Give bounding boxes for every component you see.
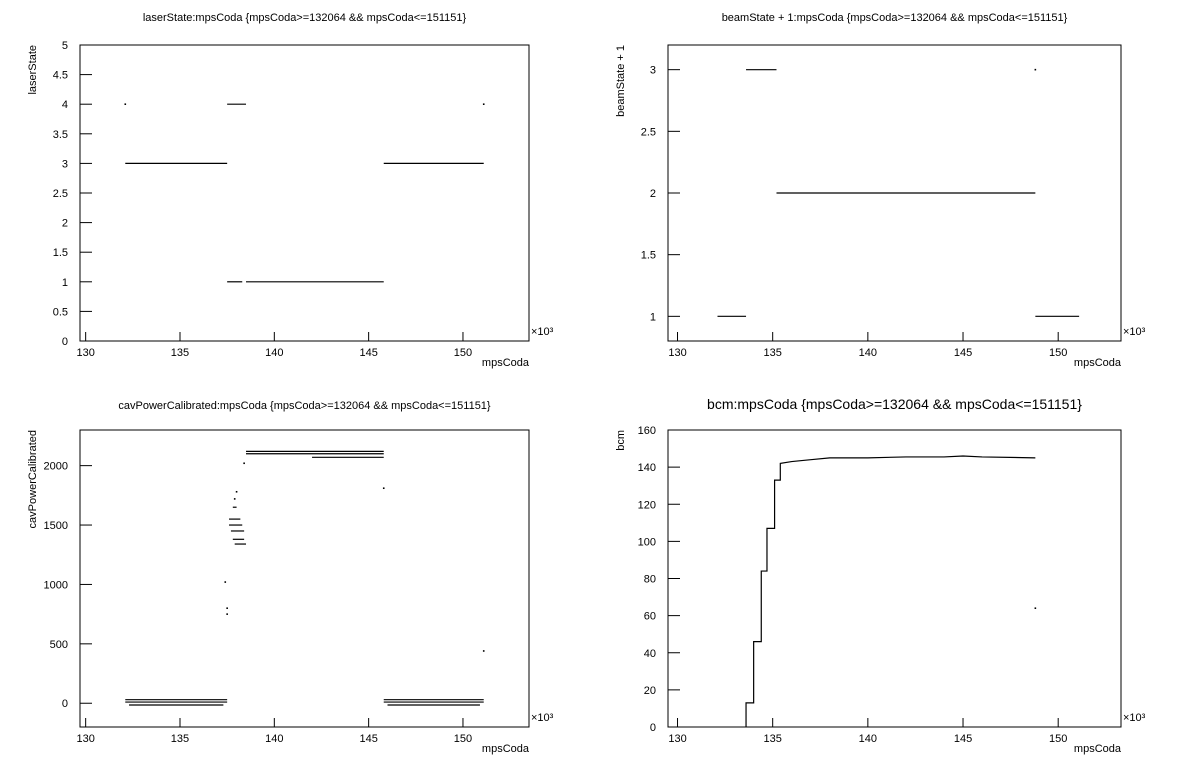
x-tick-label: 140 bbox=[265, 733, 283, 745]
y-tick-label: 3 bbox=[650, 65, 656, 77]
y-axis-label: beamState + 1 bbox=[615, 45, 627, 117]
y-tick-label: 1 bbox=[650, 311, 656, 323]
x-tick-label: 145 bbox=[954, 347, 972, 359]
y-tick-label: 3.5 bbox=[53, 129, 68, 141]
chart-title: bcm:mpsCoda {mpsCoda>=132064 && mpsCoda<… bbox=[707, 396, 1082, 412]
y-tick-label: 60 bbox=[644, 611, 656, 623]
chart-title: cavPowerCalibrated:mpsCoda {mpsCoda>=132… bbox=[118, 400, 491, 412]
data-point bbox=[482, 103, 485, 105]
x-axis-label: mpsCoda bbox=[482, 743, 530, 755]
data-point bbox=[1034, 68, 1037, 71]
x-tick-label: 150 bbox=[1049, 347, 1067, 359]
y-tick-label: 80 bbox=[644, 574, 656, 586]
x-tick-label: 140 bbox=[859, 733, 877, 745]
y-tick-label: 2.5 bbox=[53, 188, 68, 200]
x-multiplier: ×10³ bbox=[531, 326, 554, 338]
y-tick-label: 0.5 bbox=[53, 306, 68, 318]
y-tick-label: 1500 bbox=[44, 520, 68, 532]
data-line bbox=[745, 455, 1036, 727]
x-tick-label: 150 bbox=[454, 733, 472, 745]
x-tick-label: 145 bbox=[359, 733, 377, 745]
x-multiplier: ×10³ bbox=[531, 712, 554, 724]
x-tick-label: 135 bbox=[171, 733, 189, 745]
x-tick-label: 130 bbox=[76, 347, 94, 359]
y-tick-label: 5 bbox=[62, 40, 68, 52]
x-tick-label: 145 bbox=[954, 733, 972, 745]
y-tick-label: 140 bbox=[638, 462, 656, 474]
y-tick-label: 2 bbox=[650, 188, 656, 200]
x-multiplier: ×10³ bbox=[1123, 326, 1146, 338]
data-point bbox=[224, 581, 227, 583]
plot-frame bbox=[79, 44, 530, 342]
chart-title: beamState + 1:mpsCoda {mpsCoda>=132064 &… bbox=[722, 12, 1068, 24]
y-tick-label: 4.5 bbox=[53, 70, 68, 82]
plot-frame bbox=[667, 429, 1122, 728]
y-tick-label: 1000 bbox=[44, 579, 68, 591]
data-point bbox=[233, 498, 236, 500]
y-tick-label: 3 bbox=[62, 158, 68, 170]
x-axis-label: mpsCoda bbox=[1074, 357, 1122, 369]
y-axis-label: laserState bbox=[27, 45, 39, 95]
y-tick-label: 1 bbox=[62, 277, 68, 289]
x-tick-label: 130 bbox=[668, 347, 686, 359]
data-point bbox=[243, 462, 245, 465]
x-tick-label: 150 bbox=[454, 347, 472, 359]
x-tick-label: 135 bbox=[171, 347, 189, 359]
y-tick-label: 500 bbox=[50, 639, 68, 651]
x-tick-label: 130 bbox=[76, 733, 94, 745]
y-axis-label: bcm bbox=[615, 430, 627, 451]
y-tick-label: 160 bbox=[638, 425, 656, 437]
data-point bbox=[226, 607, 228, 609]
x-tick-label: 140 bbox=[265, 347, 283, 359]
x-tick-label: 135 bbox=[764, 733, 782, 745]
y-tick-label: 1.5 bbox=[53, 247, 68, 259]
y-tick-label: 4 bbox=[62, 99, 68, 111]
data-point bbox=[124, 103, 127, 105]
data-point bbox=[1034, 607, 1037, 609]
y-tick-label: 40 bbox=[644, 648, 656, 660]
chart-title: laserState:mpsCoda {mpsCoda>=132064 && m… bbox=[143, 12, 467, 24]
plot-frame bbox=[79, 429, 530, 728]
y-tick-label: 20 bbox=[644, 685, 656, 697]
data-point bbox=[382, 487, 385, 490]
y-tick-label: 0 bbox=[650, 722, 656, 734]
y-tick-label: 2 bbox=[62, 218, 68, 230]
y-tick-label: 1.5 bbox=[641, 250, 656, 262]
x-tick-label: 150 bbox=[1049, 733, 1067, 745]
x-tick-label: 140 bbox=[859, 347, 877, 359]
y-tick-label: 0 bbox=[62, 698, 68, 710]
x-tick-label: 135 bbox=[764, 347, 782, 359]
x-tick-label: 130 bbox=[668, 733, 686, 745]
x-tick-label: 145 bbox=[359, 347, 377, 359]
y-axis-label: cavPowerCalibrated bbox=[27, 430, 39, 528]
data-point bbox=[226, 613, 228, 615]
data-point bbox=[482, 650, 485, 652]
x-axis-label: mpsCoda bbox=[1074, 743, 1122, 755]
y-tick-label: 2000 bbox=[44, 461, 68, 473]
y-tick-label: 0 bbox=[62, 336, 68, 348]
x-multiplier: ×10³ bbox=[1123, 712, 1146, 724]
y-tick-label: 2.5 bbox=[641, 126, 656, 138]
y-tick-label: 120 bbox=[638, 499, 656, 511]
x-axis-label: mpsCoda bbox=[482, 357, 530, 369]
data-point bbox=[235, 490, 238, 493]
y-tick-label: 100 bbox=[638, 536, 656, 548]
